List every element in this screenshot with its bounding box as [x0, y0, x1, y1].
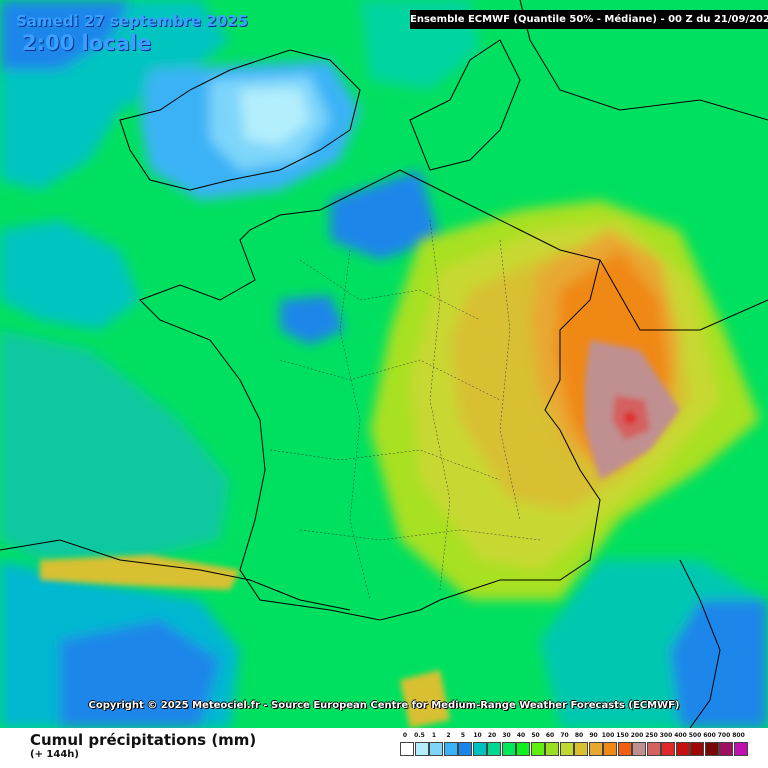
department-borders: [269, 219, 541, 601]
legend-tick-label: 60: [545, 732, 555, 739]
legend-tick-label: 70: [560, 732, 569, 739]
legend-color-swatch: [545, 742, 559, 756]
legend-tick-label: 0: [402, 732, 408, 739]
legend-color-swatch: [516, 742, 530, 756]
forecast-local-time: 2:00 locale: [22, 31, 152, 55]
legend-color-swatch: [704, 742, 719, 756]
legend-tick-label: 250: [645, 732, 658, 739]
model-banner: Ensemble ECMWF (Quantile 50% - Médiane) …: [410, 10, 768, 29]
legend-color-swatch: [719, 742, 733, 756]
legend-color-swatch: [472, 742, 487, 756]
legend-tick-label: 40: [516, 732, 526, 739]
legend-color-swatch: [646, 742, 661, 756]
legend-footer: Cumul précipitations (mm) (+ 144h) 0 0.5 1…: [0, 728, 768, 768]
legend-tick-label: 1: [431, 732, 437, 739]
precipitation-map-graphic: [0, 0, 768, 728]
legend-color-swatch: [414, 742, 429, 756]
legend-tick-label: 10: [473, 732, 482, 739]
legend-color-swatch: [661, 742, 675, 756]
legend-color-swatch: [574, 742, 588, 756]
legend-color-swatch: [617, 742, 632, 756]
legend-color-swatch: [733, 742, 748, 756]
legend-tick-label: 200: [630, 732, 644, 739]
legend-tick-label: 150: [616, 732, 629, 739]
legend-tick-label: 300: [659, 732, 673, 739]
legend-tick-label: 400: [674, 732, 687, 739]
legend-tick-label: 700: [717, 732, 731, 739]
legend-color-swatch: [559, 742, 574, 756]
map-outlines: [0, 0, 768, 728]
legend-color-swatch: [501, 742, 516, 756]
legend-tick-label: 800: [732, 732, 745, 739]
forecast-date: Samedi 27 septembre 2025: [16, 12, 249, 30]
legend-color-swatch: [675, 742, 690, 756]
legend-color-swatch: [429, 742, 443, 756]
color-scale-legend: 0 0.5 1 2 5 10 20 30 40 50 60 70 80 90 100 150 200 250 300…: [400, 732, 753, 766]
legend-tick-label: 0.5: [414, 732, 425, 739]
legend-tick-label: 30: [502, 732, 511, 739]
legend-color-swatch: [690, 742, 704, 756]
legend-tick-label: 90: [589, 732, 598, 739]
legend-color-swatch: [588, 742, 603, 756]
copyright-notice: Copyright © 2025 Meteociel.fr - Source E…: [88, 700, 680, 711]
legend-color-swatch: [487, 742, 501, 756]
legend-color-swatch: [443, 742, 458, 756]
legend-tick-label: 500: [688, 732, 702, 739]
legend-tick-label: 50: [531, 732, 540, 739]
legend-color-swatch: [632, 742, 646, 756]
legend-color-swatch: [603, 742, 617, 756]
legend-color-swatch: [400, 742, 414, 756]
legend-color-swatch: [530, 742, 545, 756]
legend-tick-label: 2: [446, 732, 451, 739]
legend-tick-label: 5: [460, 732, 466, 739]
legend-subtitle: (+ 144h): [30, 749, 79, 760]
precip-field-peak: [40, 340, 680, 728]
precipitation-map: Samedi 27 septembre 2025 2:00 locale Ens…: [0, 0, 768, 728]
legend-tick-label: 100: [601, 732, 615, 739]
legend-tick-label: 600: [703, 732, 716, 739]
legend-title: Cumul précipitations (mm): [30, 731, 257, 749]
legend-tick-label: 80: [574, 732, 584, 739]
legend-color-swatch: [458, 742, 472, 756]
legend-tick-label: 20: [487, 732, 497, 739]
